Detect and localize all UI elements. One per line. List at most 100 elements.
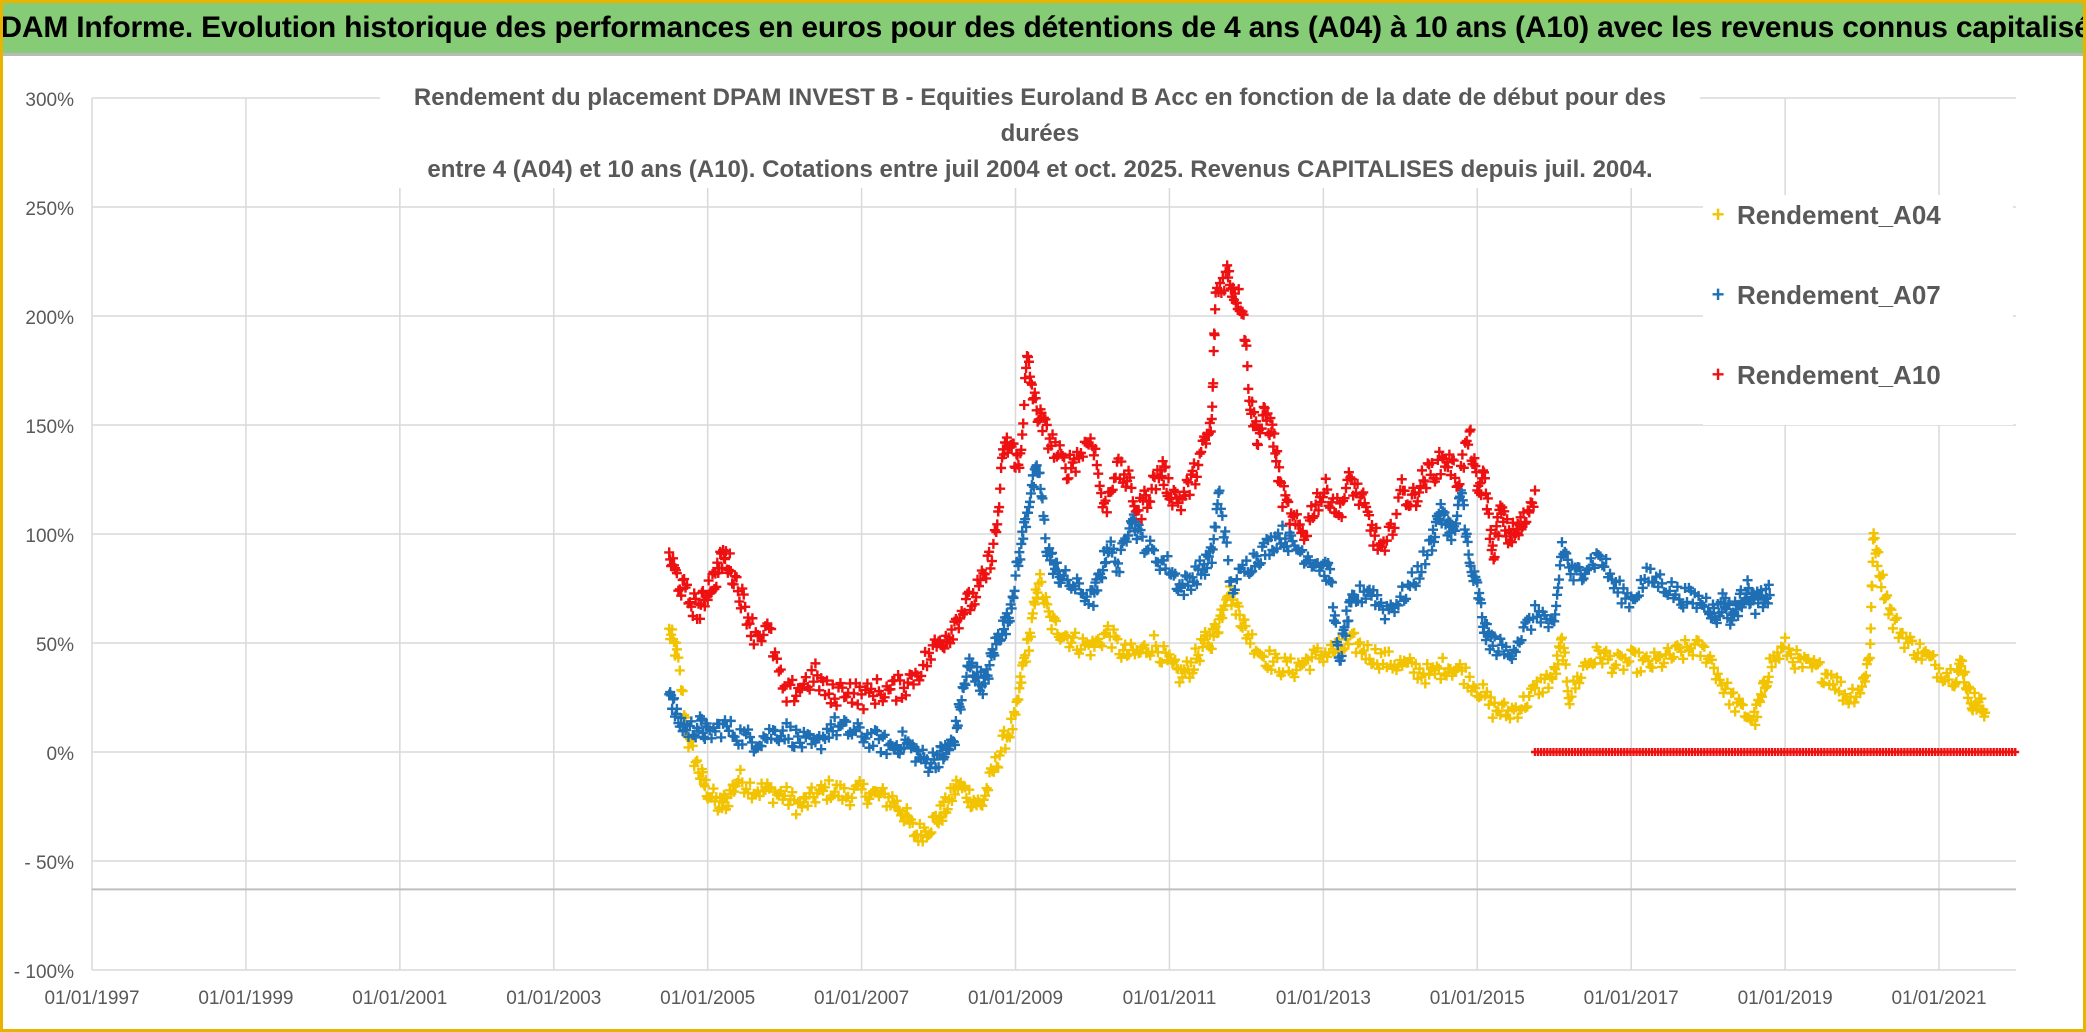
a04-point [1000,743,1011,754]
a07-point [1283,546,1294,557]
a07-point [1100,557,1111,568]
a10-point [744,618,755,629]
a07-point [1037,493,1048,504]
a07-point [1508,644,1519,655]
a04-point [1873,547,1884,558]
x-tick-label: 01/01/1997 [44,988,139,1009]
a04-point [1624,656,1635,667]
a10-point [1463,439,1474,450]
a10-point [1070,466,1081,477]
a04-point [937,815,948,826]
a07-point [1327,602,1338,613]
a07-point [1147,543,1158,554]
a04-point [1943,674,1954,685]
a07-point [1340,630,1351,641]
a10-point [738,589,749,600]
a07-point [1391,598,1402,609]
a07-point [1389,607,1400,618]
a07-point [1618,583,1629,594]
a10-point [960,594,971,605]
a04-point [1285,653,1296,664]
a04-point [1029,599,1040,610]
a04-point [1860,670,1871,681]
legend-marker-a07: + [1711,282,1725,307]
a04-point [1907,635,1918,646]
a04-point [1828,679,1839,690]
a10-point [711,581,722,592]
a10-point [1209,330,1220,341]
a10-point [773,666,784,677]
a10-point [1041,419,1052,430]
a10-point [1272,446,1283,457]
a07-point [1664,585,1675,596]
a10-point [981,573,992,584]
a10-point [1207,401,1218,412]
a07-point [1018,533,1029,544]
a10-point [1302,530,1313,541]
a04-point [1814,657,1825,668]
a07-point [696,713,707,724]
a10-point [1057,451,1068,462]
a07-point [1656,578,1667,589]
a04-point [1969,687,1980,698]
a04-point [1481,686,1492,697]
a07-point [773,736,784,747]
y-tick-label: 150% [25,417,74,438]
a04-point [1914,638,1925,649]
a10-point [1037,426,1048,437]
a04-point [1125,638,1136,649]
a10-point [1145,496,1156,507]
a07-point [1341,605,1352,616]
a07-point [1154,564,1165,575]
a10-point [1356,489,1367,500]
a10-point [1412,496,1423,507]
a07-point [1551,600,1562,611]
a10-point [1353,499,1364,510]
a07-point [1254,559,1265,570]
a04-point [1599,647,1610,658]
a07-point [1565,569,1576,580]
a04-point [1916,654,1927,665]
a04-point [1886,604,1897,615]
a07-point [1241,555,1252,566]
a10-point [1167,500,1178,511]
a07-point [1452,510,1463,521]
a04-point [1697,640,1708,651]
a04-point [729,786,740,797]
a04-point [1512,712,1523,723]
a07-point [1273,528,1284,539]
a04-point [1826,669,1837,680]
a04-point [1422,659,1433,670]
a04-point [798,792,809,803]
a10-point [1283,496,1294,507]
a07-point [1145,535,1156,546]
a07-point [1410,580,1421,591]
a07-point [1325,564,1336,575]
a04-point [1778,642,1789,653]
a10-point [758,629,769,640]
a07-point [1201,563,1212,574]
a04-point [820,782,831,793]
a07-point [785,721,796,732]
a07-point [1004,616,1015,627]
a10-zero-point [2011,748,2020,756]
a10-point [694,613,705,624]
a07-point [835,720,846,731]
a07-point [1720,593,1731,604]
a10-point [1450,472,1461,483]
a07-point [1131,533,1142,544]
a10-point [996,463,1007,474]
a04-point [1839,689,1850,700]
a10-point [971,592,982,603]
a10-point [1399,485,1410,496]
a04-point [1714,674,1725,685]
a07-point [716,732,727,743]
a07-point [1112,558,1123,569]
a07-point [977,689,988,700]
a10-point [1190,479,1201,490]
a04-point [787,787,798,798]
y-tick-label: 250% [25,199,74,220]
a07-point [1287,536,1298,547]
banner-title: ADAM Informe. Evolution historique des p… [3,3,2083,53]
